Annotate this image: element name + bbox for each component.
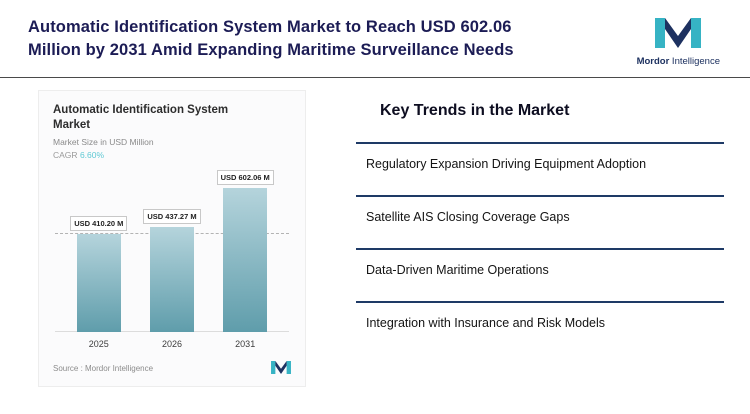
main-content: Automatic Identification System Market M…	[0, 78, 750, 387]
mordor-logo-icon	[655, 18, 702, 53]
page-title-line2: Million by 2031 Amid Expanding Maritime …	[28, 41, 514, 60]
header-divider	[0, 77, 750, 78]
bar	[76, 233, 121, 332]
header: Automatic Identification System Market t…	[0, 0, 750, 75]
bar	[223, 187, 268, 332]
chart-title: Automatic Identification System Market	[53, 104, 229, 131]
chart-subtitle: Market Size in USD Million	[53, 136, 154, 147]
key-trends-section: Key Trends in the Market Regulatory Expa…	[306, 90, 728, 387]
trend-item: Regulatory Expansion Driving Equipment A…	[356, 142, 724, 195]
trend-item: Integration with Insurance and Risk Mode…	[356, 301, 724, 354]
bar-chart: USD 410.20 M 2025 USD 437.27 M 2026 USD 602.…	[53, 166, 291, 354]
source-label: Source : Mordor Intelligence	[53, 363, 154, 373]
bar-value-label: USD 410.20 M	[70, 215, 128, 231]
bar-value-label: USD 602.06 M	[216, 169, 274, 185]
brand-logo: Mordor Intelligence	[637, 18, 720, 67]
trend-item: Satellite AIS Closing Coverage Gaps	[356, 195, 724, 248]
key-trends-heading: Key Trends in the Market	[380, 102, 570, 119]
brand-name-rest: Intelligence	[669, 56, 720, 67]
brand-name-bold: Mordor	[636, 56, 670, 67]
cagr-row: CAGR 6.60%	[53, 150, 291, 160]
x-axis-label: 2026	[161, 338, 182, 349]
cagr-label: CAGR	[53, 149, 78, 160]
page-title: Automatic Identification System Market t…	[28, 16, 514, 63]
bar-group: USD 410.20 M 2025	[70, 215, 128, 354]
trend-list: Regulatory Expansion Driving Equipment A…	[356, 142, 724, 354]
bar-group: USD 437.27 M 2026	[143, 208, 201, 354]
brand-name: Mordor Intelligence	[637, 56, 720, 67]
mordor-logo-mini-icon	[271, 360, 291, 376]
page-title-line1: Automatic Identification System Market t…	[28, 18, 512, 36]
bar	[149, 226, 194, 332]
x-axis-label: 2025	[88, 338, 109, 349]
bar-value-label: USD 437.27 M	[143, 208, 201, 224]
market-chart-card: Automatic Identification System Market M…	[38, 90, 306, 387]
source-row: Source : Mordor Intelligence	[53, 360, 291, 376]
bar-group: USD 602.06 M 2031	[216, 169, 274, 354]
x-axis-label: 2031	[235, 338, 256, 349]
trend-item: Data-Driven Maritime Operations	[356, 248, 724, 301]
cagr-value: 6.60%	[79, 149, 105, 160]
